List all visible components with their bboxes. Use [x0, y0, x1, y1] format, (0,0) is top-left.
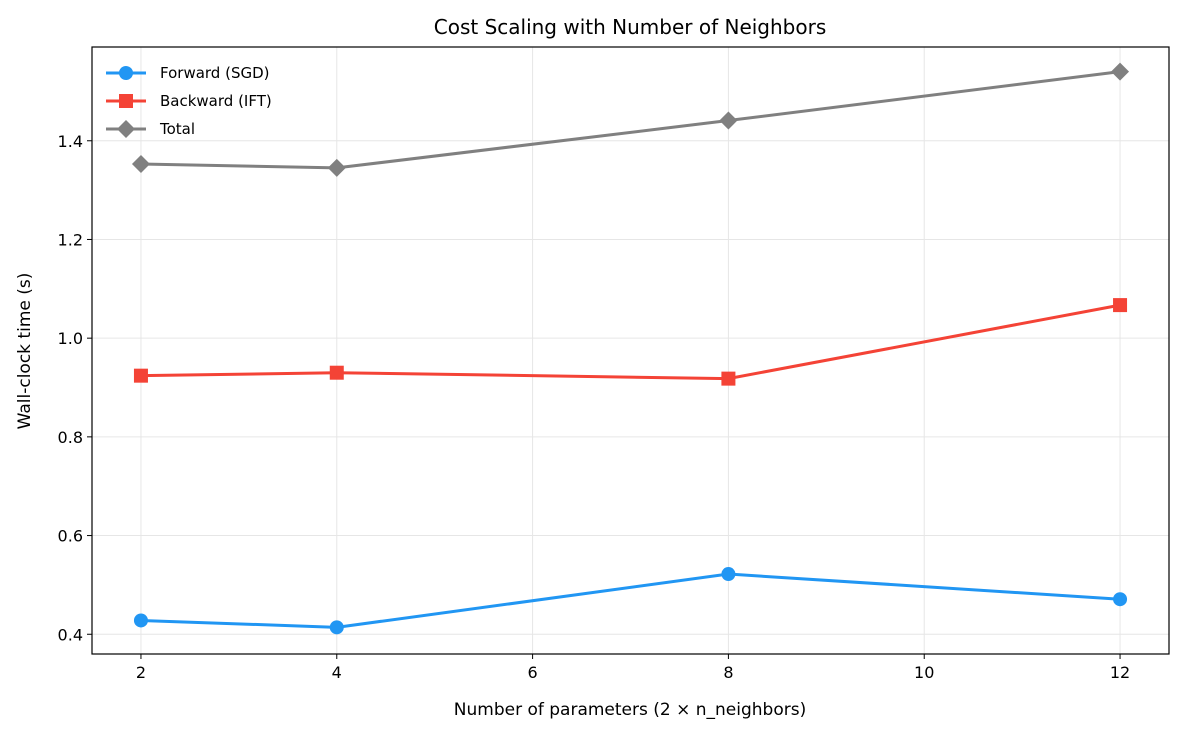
data-point-total — [1111, 62, 1130, 81]
y-tick-label: 0.8 — [58, 428, 83, 447]
data-point-backward-ift — [1113, 298, 1128, 313]
x-tick-label: 6 — [527, 663, 537, 682]
legend-marker — [119, 94, 133, 108]
data-point-total — [719, 111, 738, 130]
y-tick-label: 1.2 — [58, 230, 83, 249]
chart-title: Cost Scaling with Number of Neighbors — [434, 15, 827, 39]
data-point-backward-ift — [329, 365, 344, 380]
y-tick-label: 0.4 — [58, 625, 83, 644]
y-tick-label: 1.0 — [58, 329, 83, 348]
series-line-forward-sgd — [140, 572, 1121, 629]
legend-label: Backward (IFT) — [160, 92, 272, 110]
x-tick-label: 2 — [136, 663, 146, 682]
legend-marker — [119, 66, 133, 80]
data-point-forward-sgd — [329, 620, 344, 635]
data-point-total — [131, 154, 150, 173]
data-point-forward-sgd — [1113, 592, 1128, 607]
data-point-forward-sgd — [133, 613, 148, 628]
series-lines — [131, 62, 1130, 635]
data-point-backward-ift — [721, 371, 736, 386]
data-point-total — [327, 158, 346, 177]
y-axis-label: Wall-clock time (s) — [15, 273, 35, 430]
x-tick-label: 4 — [332, 663, 342, 682]
y-tick-label: 0.6 — [58, 527, 83, 546]
x-tick-label: 10 — [914, 663, 934, 682]
y-tick-label: 1.4 — [58, 132, 83, 151]
legend-label: Total — [159, 120, 195, 138]
x-tick-label: 12 — [1110, 663, 1130, 682]
data-point-backward-ift — [133, 368, 148, 383]
legend-marker — [117, 120, 135, 138]
legend: Forward (SGD) Backward (IFT) Total — [106, 64, 272, 138]
x-tick-label: 8 — [723, 663, 733, 682]
series-line-total — [140, 70, 1121, 170]
legend-label: Forward (SGD) — [160, 64, 270, 82]
grid — [92, 47, 1169, 654]
x-axis-label: Number of parameters (2 × n_neighbors) — [454, 700, 806, 720]
series-line-backward-ift — [140, 303, 1121, 381]
data-point-forward-sgd — [721, 567, 736, 582]
plot-frame — [91, 46, 1170, 655]
ticks: 2 4 6 8 10 12 0.4 0.6 0.8 1.0 1.2 1.4 — [58, 132, 1131, 682]
